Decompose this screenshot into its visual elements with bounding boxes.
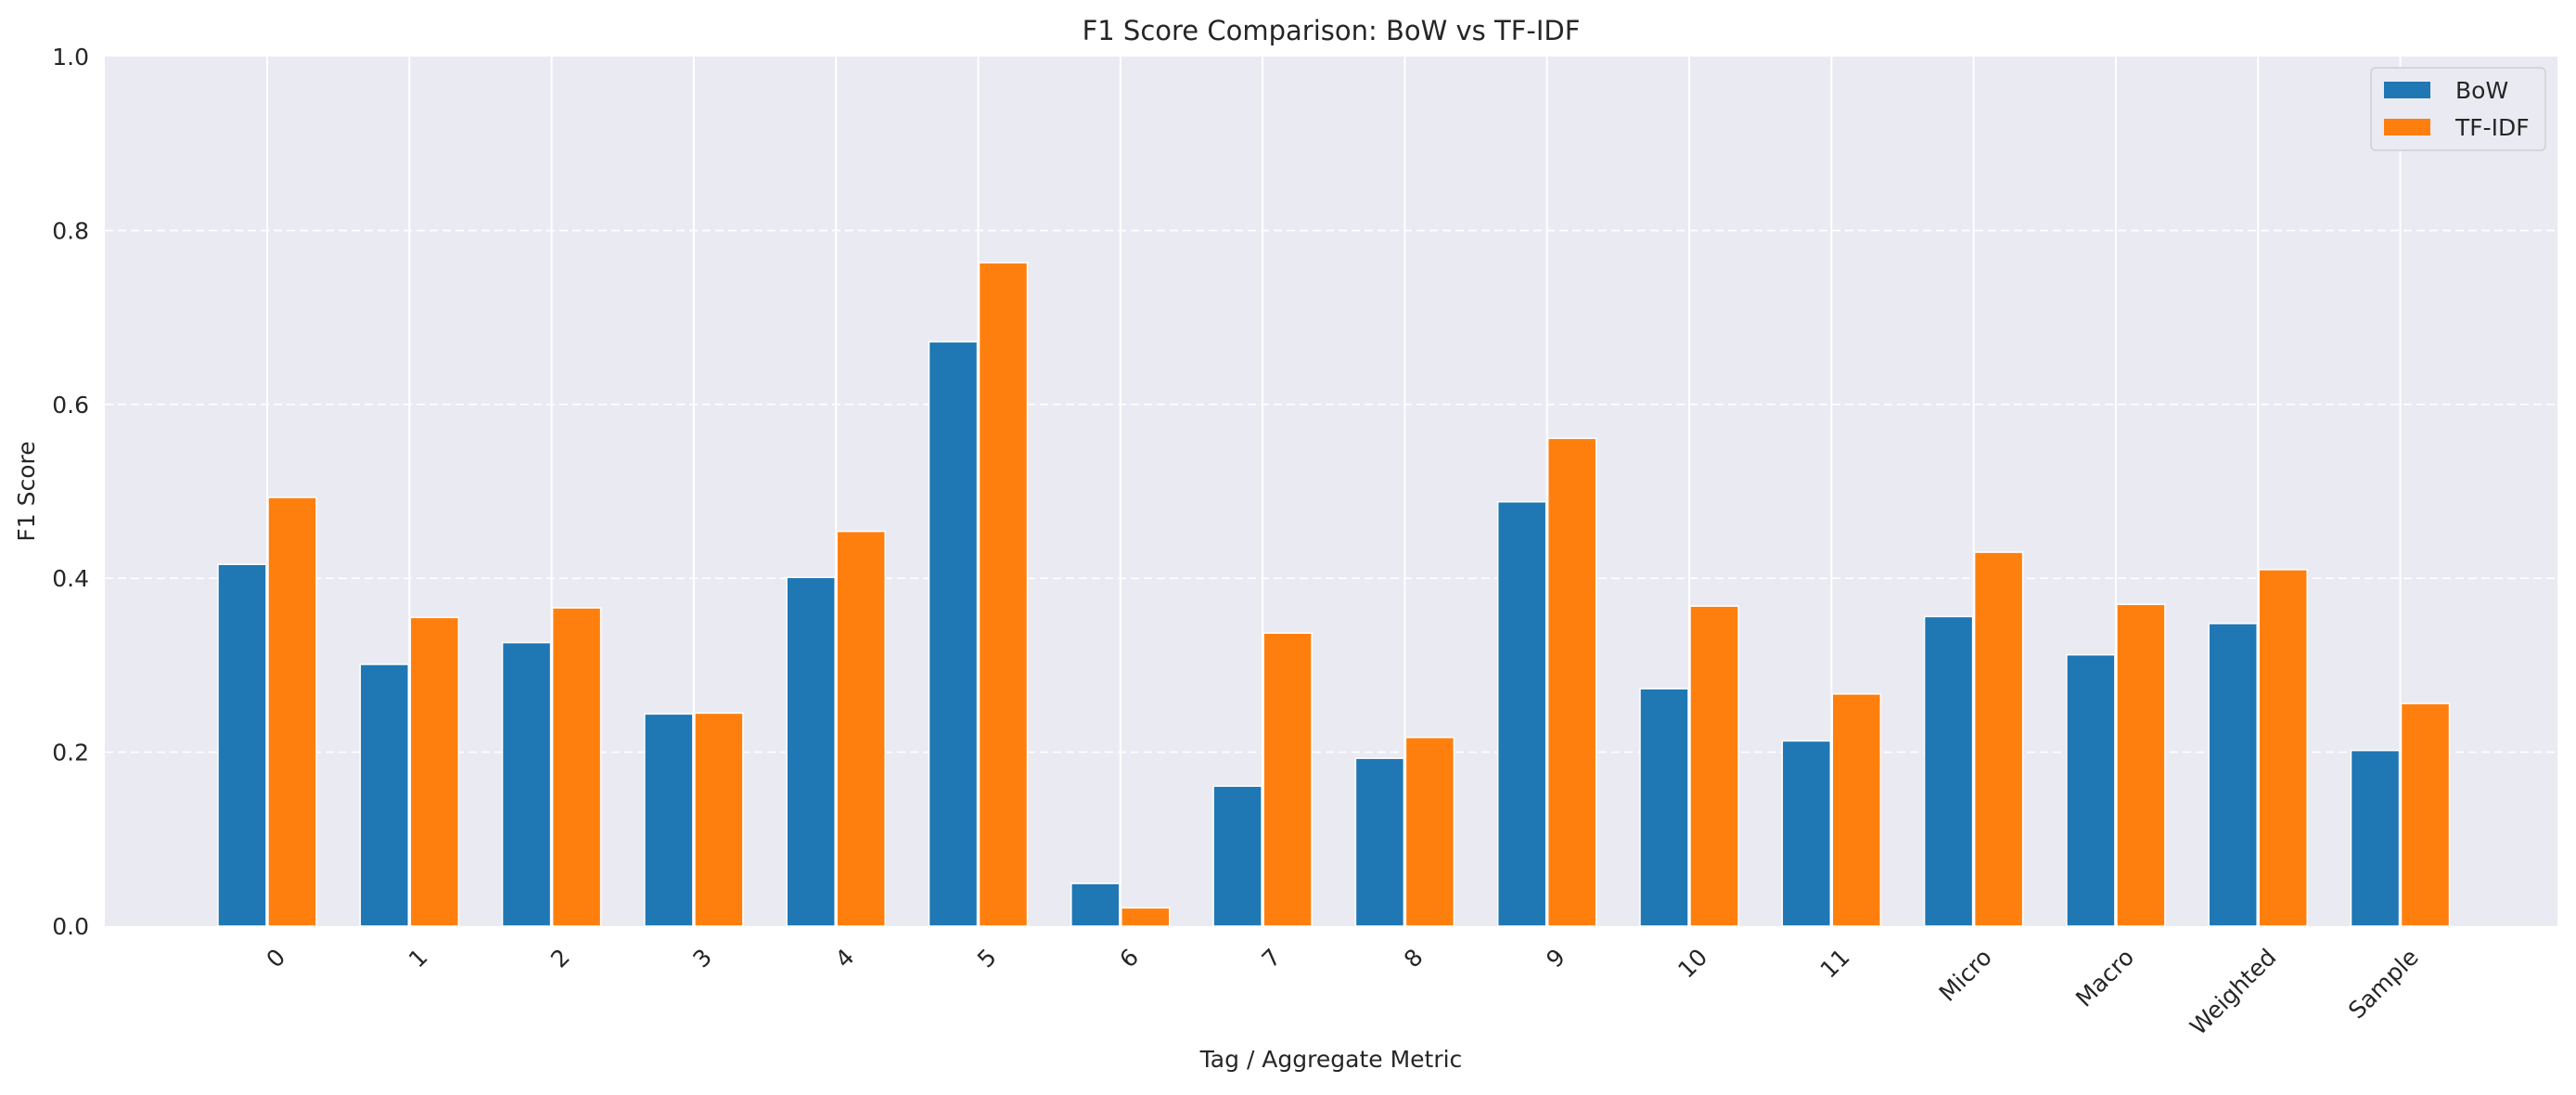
bar-bow-4 <box>786 576 836 927</box>
bar-bow-9 <box>1496 500 1547 927</box>
chart-title: F1 Score Comparison: BoW vs TF-IDF <box>1083 15 1581 46</box>
x-tick-label: 0 <box>262 944 291 973</box>
x-tick-label: 2 <box>545 944 575 973</box>
bar-bow-0 <box>217 563 267 927</box>
bar-tfidf-3 <box>694 712 744 927</box>
bar-bow-5 <box>928 341 979 927</box>
bars <box>217 262 2451 927</box>
x-tick-label: 10 <box>1672 944 1712 984</box>
legend-swatch-bow <box>2384 82 2430 98</box>
y-tick-label: 0.6 <box>52 392 89 419</box>
x-tick-label: 5 <box>972 944 1002 973</box>
bar-bow-1 <box>359 663 410 927</box>
legend-label-tfidf: TF-IDF <box>2454 114 2530 141</box>
x-tick-label: Sample <box>2343 944 2424 1024</box>
y-axis-ticks: 0.0 0.2 0.4 0.6 0.8 1.0 <box>52 44 89 940</box>
bar-bow-2 <box>501 641 552 927</box>
x-tick-label: 1 <box>404 944 433 973</box>
x-axis-ticks: 0 1 2 3 4 5 6 7 8 9 10 11 Micro Macro Weighted Sample <box>262 944 2424 1040</box>
y-axis-label: F1 Score <box>13 441 40 541</box>
bar-tfidf-1 <box>409 616 460 927</box>
legend-swatch-tfidf <box>2384 119 2430 135</box>
legend: BoW TF-IDF <box>2370 67 2546 151</box>
bar-bow-10 <box>1639 688 1689 927</box>
bar-tfidf-4 <box>836 530 886 927</box>
y-tick-label: 1.0 <box>52 44 89 71</box>
bar-tfidf-macro <box>2116 603 2166 927</box>
x-tick-label: 4 <box>830 944 860 973</box>
x-tick-label: 8 <box>1399 944 1429 973</box>
x-tick-label: 9 <box>1541 944 1570 973</box>
bar-bow-11 <box>1781 740 1832 927</box>
x-tick-label: Macro <box>2070 944 2139 1012</box>
bar-tfidf-9 <box>1546 437 1597 927</box>
bar-bow-micro <box>1923 615 1974 927</box>
bar-tfidf-10 <box>1689 605 1739 927</box>
bar-bow-6 <box>1070 882 1121 927</box>
x-axis-label: Tag / Aggregate Metric <box>1199 1046 1463 1073</box>
bar-bow-weighted <box>2208 623 2258 927</box>
bar-bow-7 <box>1212 785 1262 927</box>
legend-label-bow: BoW <box>2455 77 2508 104</box>
bar-bow-8 <box>1354 757 1405 927</box>
bar-tfidf-8 <box>1404 736 1455 927</box>
plot-background <box>105 57 2557 926</box>
bar-tfidf-2 <box>551 607 602 927</box>
bar-tfidf-weighted <box>2258 569 2308 927</box>
bar-bow-sample <box>2350 749 2401 927</box>
bar-tfidf-0 <box>267 496 317 927</box>
x-tick-label: 11 <box>1815 944 1855 984</box>
y-tick-label: 0.0 <box>52 913 89 940</box>
y-tick-label: 0.8 <box>52 217 89 244</box>
bar-tfidf-sample <box>2400 702 2451 927</box>
x-tick-label: 7 <box>1257 944 1287 973</box>
gridlines <box>105 57 2557 926</box>
bar-tfidf-5 <box>978 262 1029 927</box>
x-tick-label: Weighted <box>2185 944 2281 1040</box>
y-tick-label: 0.2 <box>52 740 89 766</box>
bar-tfidf-7 <box>1262 632 1313 927</box>
bar-bow-macro <box>2066 653 2116 927</box>
bar-tfidf-11 <box>1831 693 1882 927</box>
bar-tfidf-6 <box>1121 907 1171 927</box>
x-tick-label: 6 <box>1114 944 1144 973</box>
bar-bow-3 <box>644 713 694 927</box>
x-tick-label: 3 <box>687 944 717 973</box>
y-tick-label: 0.4 <box>52 565 89 592</box>
bar-tfidf-micro <box>1973 551 2024 927</box>
x-tick-label: Micro <box>1934 944 1997 1007</box>
